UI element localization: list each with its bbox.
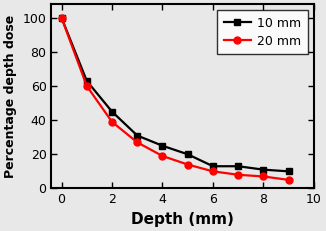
20 mm <box>135 141 139 144</box>
10 mm <box>160 144 164 147</box>
10 mm <box>85 79 89 82</box>
20 mm <box>261 175 265 178</box>
10 mm <box>287 170 290 173</box>
20 mm <box>186 163 190 166</box>
10 mm <box>261 168 265 171</box>
20 mm <box>211 170 215 173</box>
Y-axis label: Percentage depth dose: Percentage depth dose <box>4 15 17 178</box>
Line: 20 mm: 20 mm <box>58 14 292 183</box>
10 mm <box>211 165 215 168</box>
10 mm <box>110 110 114 113</box>
10 mm <box>236 165 240 168</box>
20 mm <box>85 85 89 88</box>
10 mm <box>60 16 64 19</box>
20 mm <box>287 179 290 181</box>
20 mm <box>160 155 164 157</box>
X-axis label: Depth (mm): Depth (mm) <box>131 212 234 227</box>
10 mm <box>186 153 190 156</box>
20 mm <box>110 121 114 123</box>
20 mm <box>60 16 64 19</box>
10 mm <box>135 134 139 137</box>
20 mm <box>236 173 240 176</box>
Legend: 10 mm, 20 mm: 10 mm, 20 mm <box>217 10 308 54</box>
Line: 10 mm: 10 mm <box>58 14 292 175</box>
